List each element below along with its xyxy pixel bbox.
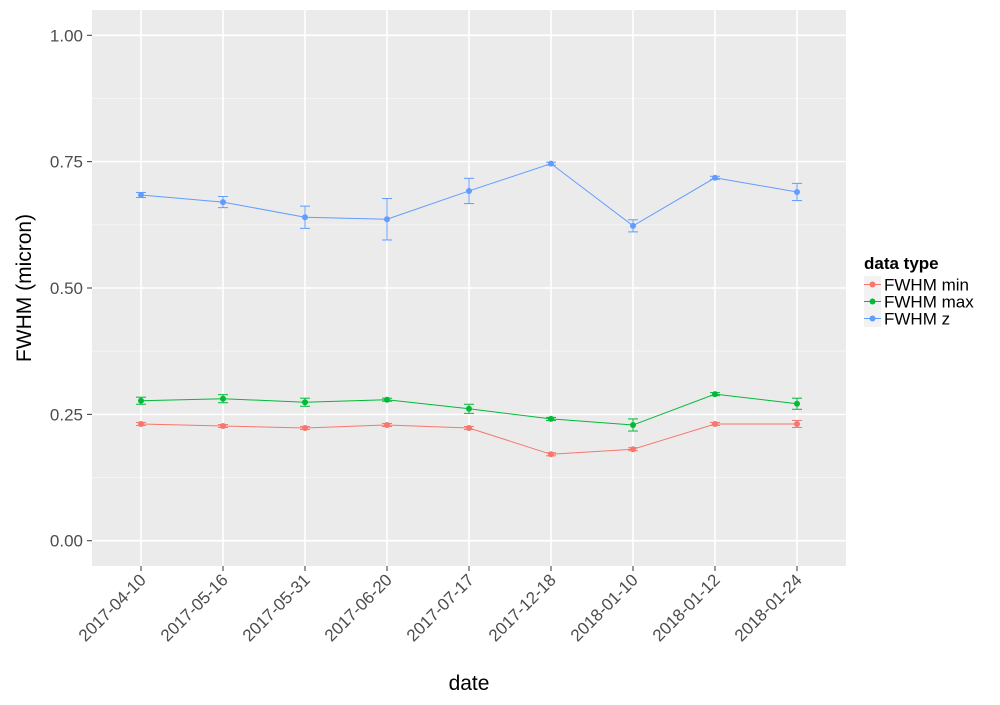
data-point <box>466 425 472 432</box>
data-point <box>220 422 226 429</box>
data-point <box>384 421 390 428</box>
data-point <box>630 421 636 428</box>
data-point <box>630 446 636 453</box>
x-tick-label: 2017-12-18 <box>485 570 560 645</box>
data-point <box>548 415 554 422</box>
series-fwhm-min <box>136 419 802 458</box>
x-tick-label: 2018-01-12 <box>649 570 724 645</box>
series-layer <box>136 160 802 458</box>
x-tick-label: 2017-05-31 <box>239 570 314 645</box>
legend-label: FWHM max <box>884 293 974 312</box>
x-axis: 2017-04-10 2017-05-16 2017-05-31 2017-06-20… <box>75 566 806 645</box>
x-tick-label: 2017-05-16 <box>157 570 232 645</box>
data-point <box>794 420 800 427</box>
data-point <box>138 397 144 404</box>
data-point <box>548 451 554 458</box>
data-point <box>302 425 308 432</box>
y-tick-label: 0.75 <box>50 153 83 172</box>
y-tick-label: 0.50 <box>50 279 83 298</box>
data-point <box>138 420 144 427</box>
data-point <box>466 405 472 412</box>
data-point <box>630 222 636 229</box>
data-point <box>466 187 472 194</box>
data-point <box>220 395 226 402</box>
x-tick-label: 2018-01-10 <box>567 570 642 645</box>
data-point <box>220 199 226 206</box>
legend-key <box>864 293 881 310</box>
data-point <box>384 216 390 223</box>
legend-key <box>864 276 881 293</box>
series-fwhm-z <box>136 160 802 241</box>
x-tick-label: 2018-01-24 <box>731 570 806 645</box>
x-tick-label: 2017-07-17 <box>403 570 478 645</box>
y-axis: 0.00 0.25 0.50 0.75 1.00 <box>50 26 92 551</box>
data-point <box>712 420 718 427</box>
data-point <box>548 160 554 167</box>
y-tick-label: 0.00 <box>50 532 83 551</box>
data-point <box>302 214 308 221</box>
x-tick-label: 2017-04-10 <box>75 570 150 645</box>
grid-layer <box>92 10 846 566</box>
legend-key-point <box>869 281 876 288</box>
legend-label: FWHM min <box>884 276 969 295</box>
x-tick-label: 2017-06-20 <box>321 570 396 645</box>
legend-title: data type <box>864 254 939 273</box>
y-tick-label: 1.00 <box>50 26 83 45</box>
data-point <box>712 391 718 398</box>
legend-label: FWHM z <box>884 310 950 329</box>
data-point <box>384 396 390 403</box>
y-axis-title: FWHM (micron) <box>13 214 36 362</box>
data-point <box>712 174 718 181</box>
legend-key-point <box>869 298 876 305</box>
data-point <box>794 400 800 407</box>
series-fwhm-max <box>136 391 802 432</box>
legend-key <box>864 310 881 327</box>
data-point <box>794 188 800 195</box>
data-point <box>302 399 308 406</box>
legend-key-point <box>869 315 876 322</box>
data-point <box>138 191 144 198</box>
y-tick-label: 0.25 <box>50 405 83 424</box>
x-axis-title: date <box>449 672 490 695</box>
